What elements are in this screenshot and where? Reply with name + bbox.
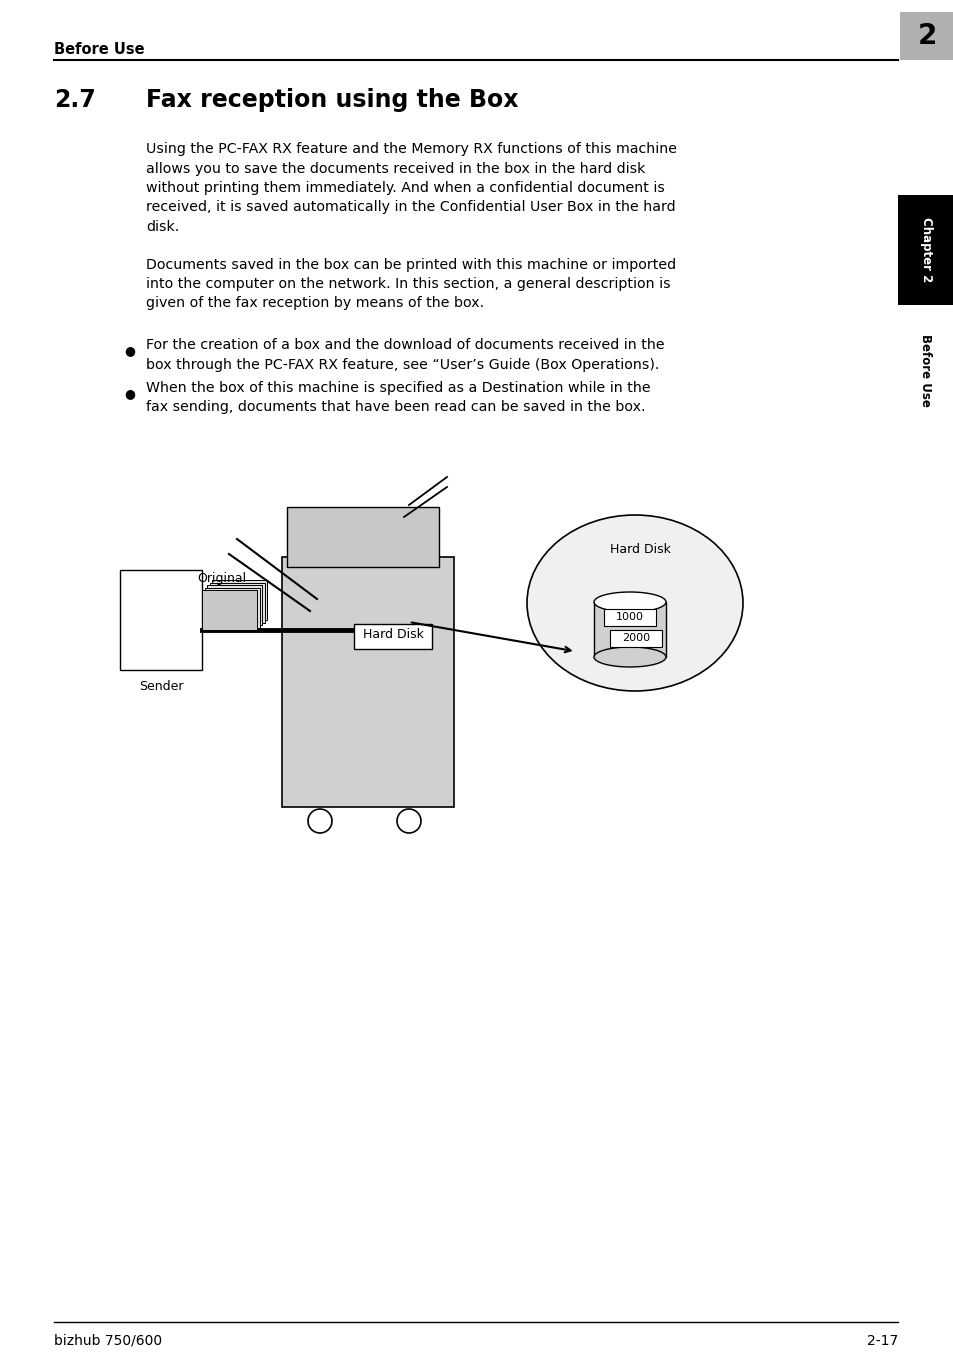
Bar [354,625,432,649]
Text: received, it is saved automatically in the Confidential User Box in the hard: received, it is saved automatically in t… [146,200,675,215]
FancyBboxPatch shape [210,583,264,622]
Text: Sender: Sender [138,680,183,694]
Text: box through the PC-FAX RX feature, see “User’s Guide (Box Operations).: box through the PC-FAX RX feature, see “… [146,357,659,372]
Ellipse shape [594,648,665,667]
Text: Documents saved in the box can be printed with this machine or imported: Documents saved in the box can be printe… [146,257,676,272]
FancyBboxPatch shape [212,580,267,621]
Bar [282,557,454,807]
Text: ●: ● [125,387,135,400]
Text: Chapter 2: Chapter 2 [919,218,931,283]
FancyBboxPatch shape [202,589,256,630]
FancyBboxPatch shape [207,585,262,625]
Text: given of the fax reception by means of the box.: given of the fax reception by means of t… [146,296,483,311]
Text: Before Use: Before Use [919,334,931,407]
Bar [899,12,953,59]
Text: 2: 2 [917,22,936,50]
Bar [120,571,202,671]
Text: 1000: 1000 [616,612,643,622]
Text: Hard Disk: Hard Disk [609,544,670,556]
Bar [897,195,953,306]
Text: Original: Original [197,572,246,585]
FancyBboxPatch shape [204,588,259,627]
Text: Hard Disk: Hard Disk [362,627,423,641]
Text: 2-17: 2-17 [866,1334,897,1348]
Text: into the computer on the network. In this section, a general description is: into the computer on the network. In thi… [146,277,670,291]
Ellipse shape [526,515,742,691]
Text: without printing them immediately. And when a confidential document is: without printing them immediately. And w… [146,181,664,195]
Text: ●: ● [125,343,135,357]
Text: For the creation of a box and the download of documents received in the: For the creation of a box and the downlo… [146,338,664,352]
Text: bizhub 750/600: bizhub 750/600 [54,1334,162,1348]
Bar [609,630,661,648]
Bar [603,608,656,626]
Bar [594,602,665,657]
Text: When the box of this machine is specified as a Destination while in the: When the box of this machine is specifie… [146,381,650,395]
Text: Before Use: Before Use [54,42,145,57]
Bar [287,507,438,566]
Text: fax sending, documents that have been read can be saved in the box.: fax sending, documents that have been re… [146,400,645,415]
Ellipse shape [594,592,665,612]
Text: Fax reception using the Box: Fax reception using the Box [146,88,518,112]
Text: 2.7: 2.7 [54,88,95,112]
Text: Using the PC-FAX RX feature and the Memory RX functions of this machine: Using the PC-FAX RX feature and the Memo… [146,142,677,155]
Text: 2000: 2000 [621,633,649,644]
Text: disk.: disk. [146,220,179,234]
Text: allows you to save the documents received in the box in the hard disk: allows you to save the documents receive… [146,161,644,176]
